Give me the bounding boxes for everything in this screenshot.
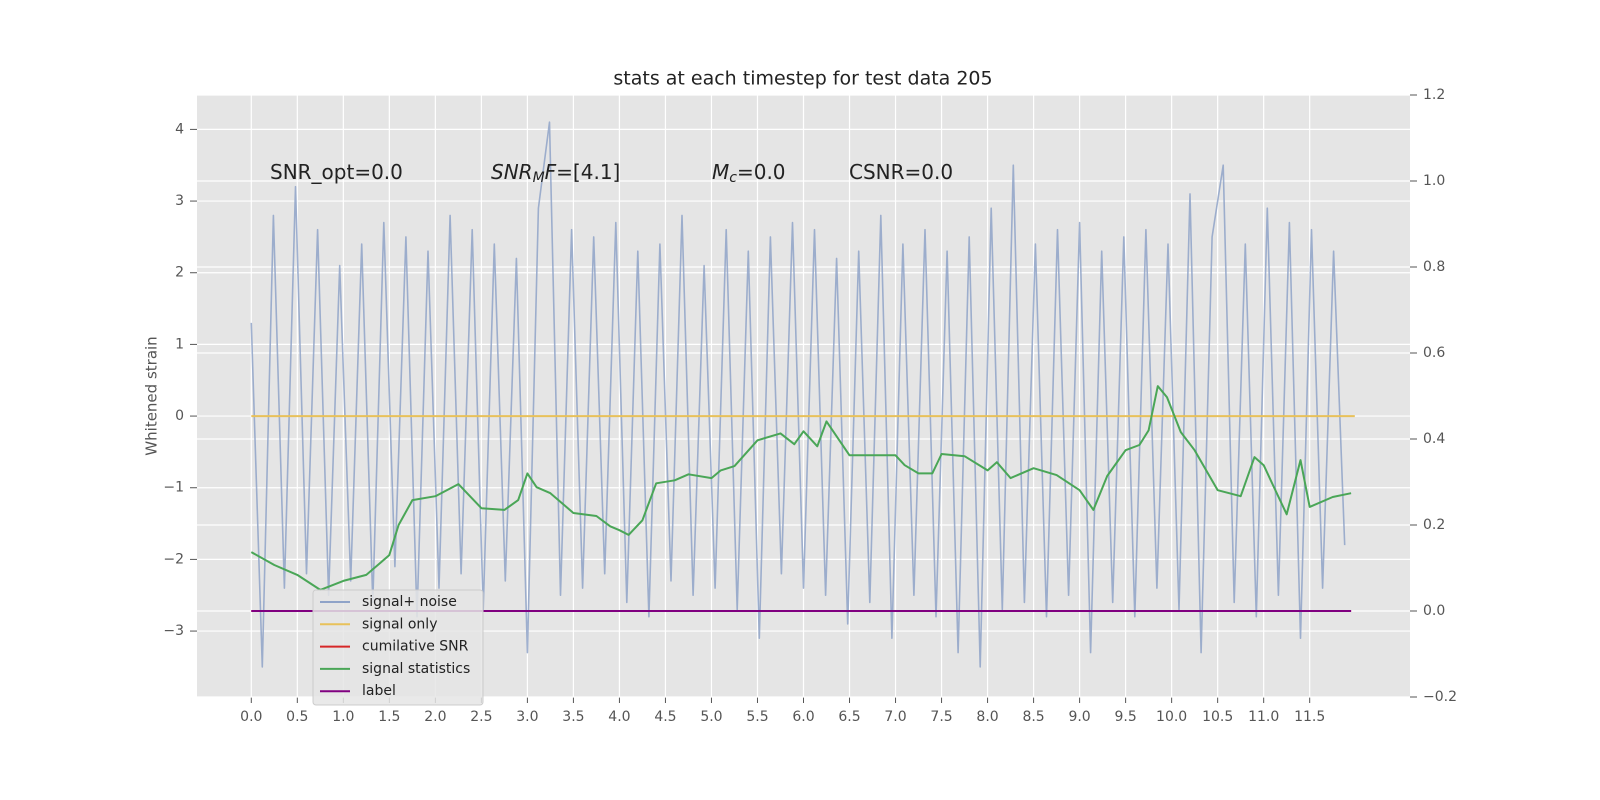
x-tick-label: 0.0 <box>240 709 262 725</box>
legend-box <box>312 589 484 706</box>
x-tick-label: 1.5 <box>378 709 400 725</box>
y2-tick-label: 0.0 <box>1423 603 1445 619</box>
x-tick-label: 0.5 <box>286 709 308 725</box>
x-tick-label: 3.0 <box>516 709 538 725</box>
chart-title: stats at each timestep for test data 205 <box>613 68 992 90</box>
x-tick-label: 7.0 <box>884 709 906 725</box>
annotation-part: =[4.1] <box>556 160 620 184</box>
legend-label: label <box>362 683 396 699</box>
x-tick-label: 6.5 <box>838 709 860 725</box>
y-tick-label: 3 <box>175 193 184 209</box>
y-axis-label: Whitened strain <box>143 336 161 455</box>
y2-tick-label: 0.2 <box>1423 517 1445 533</box>
annotation-part: M <box>533 170 545 186</box>
annotation: SNR_opt=0.0 <box>270 160 403 184</box>
y-tick-label: −3 <box>163 623 184 639</box>
annotation-part: M <box>712 160 729 184</box>
legend-label: signal+ noise <box>362 594 457 610</box>
annotation-part: SNR <box>491 160 533 184</box>
y-tick-label: 2 <box>175 265 184 281</box>
x-tick-label: 10.0 <box>1156 709 1187 725</box>
y2-tick-label: 0.4 <box>1423 431 1445 447</box>
x-tick-label: 9.5 <box>1114 709 1136 725</box>
y2-tick-label: 0.6 <box>1423 345 1445 361</box>
legend-label: signal statistics <box>362 661 470 677</box>
x-tick-label: 1.0 <box>332 709 354 725</box>
annotation: CSNR=0.0 <box>849 160 953 184</box>
series-line <box>250 385 1352 591</box>
annotation: Mc=0.0 <box>712 160 786 187</box>
y2-tick-label: 1.0 <box>1423 173 1445 189</box>
y-tick-label: 4 <box>175 121 184 137</box>
x-tick-label: 6.0 <box>792 709 814 725</box>
x-tick-label: 11.5 <box>1294 709 1325 725</box>
x-tick-label: 8.0 <box>976 709 998 725</box>
y2-tick-label: −0.2 <box>1423 689 1457 705</box>
annotation-part: SNR_opt=0.0 <box>270 160 403 184</box>
y-tick-label: −2 <box>163 551 184 567</box>
annotation-part: CSNR=0.0 <box>849 160 953 184</box>
x-tick-label: 11.0 <box>1248 709 1279 725</box>
legend-label: cumilative SNR <box>362 639 469 655</box>
x-tick-label: 4.0 <box>608 709 630 725</box>
x-tick-label: 4.5 <box>654 709 676 725</box>
y2-tick-label: 1.2 <box>1423 87 1445 103</box>
x-tick-label: 9.0 <box>1068 709 1090 725</box>
x-tick-label: 5.5 <box>746 709 768 725</box>
x-tick-label: 2.0 <box>424 709 446 725</box>
x-tick-label: 7.5 <box>930 709 952 725</box>
annotation-part: c <box>729 170 737 186</box>
y2-tick-label: 0.8 <box>1423 259 1445 275</box>
annotation-part: =0.0 <box>737 160 786 184</box>
annotation: SNRMF=[4.1] <box>491 160 620 187</box>
annotation-part: F <box>545 160 557 184</box>
x-tick-label: 2.5 <box>470 709 492 725</box>
x-tick-label: 3.5 <box>562 709 584 725</box>
y-tick-label: 1 <box>175 336 184 352</box>
y-tick-label: 0 <box>175 408 184 424</box>
x-tick-label: 10.5 <box>1202 709 1233 725</box>
x-tick-label: 8.5 <box>1022 709 1044 725</box>
y-tick-label: −1 <box>163 480 184 496</box>
legend-label: signal only <box>362 616 437 632</box>
x-tick-label: 5.0 <box>700 709 722 725</box>
